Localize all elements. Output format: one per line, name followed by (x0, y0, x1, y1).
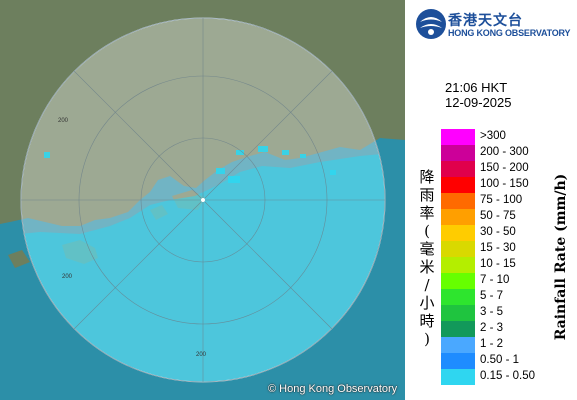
legend-swatch (441, 305, 475, 321)
legend-range-label: 50 - 75 (480, 210, 516, 222)
radar-map-canvas: 200 200 200 (0, 0, 405, 400)
legend-range-label: 150 - 200 (480, 162, 529, 174)
legend-swatch (441, 321, 475, 337)
radial-line (73, 70, 204, 201)
legend-item: 2 - 3 (441, 321, 575, 337)
legend-swatch (441, 161, 475, 177)
legend-item: 100 - 150 (441, 177, 575, 193)
legend-swatch (441, 241, 475, 257)
hko-logo: 香港天文台 HONG KONG OBSERVATORY (415, 8, 575, 42)
legend-title-zh-char: 米 (419, 258, 435, 276)
legend-range-label: 7 - 10 (480, 274, 510, 286)
hko-logo-icon (416, 9, 446, 39)
legend-range-label: 3 - 5 (480, 306, 504, 318)
rain-echo (282, 150, 289, 155)
legend-range-label: 10 - 15 (480, 258, 516, 270)
legend-swatch (441, 209, 475, 225)
legend-title-zh-char: 雨 (419, 186, 435, 204)
legend-item: 200 - 300 (441, 145, 575, 161)
legend-swatch (441, 225, 475, 241)
island (8, 250, 30, 268)
radial-line (202, 70, 333, 201)
legend-title-zh-char: 小 (419, 294, 435, 312)
legend-range-label: 15 - 30 (480, 242, 516, 254)
legend-item: 0.15 - 0.50 (441, 369, 575, 385)
legend-item: 30 - 50 (441, 225, 575, 241)
legend-swatch (441, 177, 475, 193)
legend-swatch (441, 145, 475, 161)
legend-title-en-wrap: Rainfall Rate (mm/h) (550, 168, 572, 346)
radial-line (73, 199, 204, 330)
rain-echo (216, 168, 225, 174)
legend-range-label: 1 - 2 (480, 338, 504, 350)
legend-item: 150 - 200 (441, 161, 575, 177)
side-panel: 香港天文台 HONG KONG OBSERVATORY 21:06 HKT 12… (405, 0, 577, 400)
logo-name-zh: 香港天文台 (448, 13, 523, 29)
legend-item: 5 - 7 (441, 289, 575, 305)
legend-swatch (441, 353, 475, 369)
range-label: 200 (58, 118, 69, 124)
legend-item: 15 - 30 (441, 241, 575, 257)
legend-title-en: Rainfall Rate (mm/h) (553, 173, 569, 341)
legend-swatch (441, 273, 475, 289)
legend-swatch (441, 193, 475, 209)
legend-range-label: 200 - 300 (480, 146, 529, 158)
legend-title-zh-char: ) (424, 330, 430, 348)
legend-item: 0.50 - 1 (441, 353, 575, 369)
land-area (0, 0, 405, 226)
rain-echo (44, 152, 50, 158)
rain-echo (258, 146, 268, 152)
legend-range-label: 30 - 50 (480, 226, 516, 238)
rain-echo-area (21, 152, 385, 382)
legend-range-label: 0.15 - 0.50 (480, 370, 535, 382)
legend-swatch (441, 369, 475, 385)
rain-echo (330, 170, 336, 175)
legend-swatch (441, 337, 475, 353)
logo-name-en: HONG KONG OBSERVATORY (448, 28, 571, 38)
range-label: 200 (196, 352, 207, 358)
legend-swatch (441, 257, 475, 273)
legend-range-label: >300 (480, 130, 506, 142)
legend-item: >300 (441, 129, 575, 145)
legend-item: 75 - 100 (441, 193, 575, 209)
legend-item: 3 - 5 (441, 305, 575, 321)
legend-swatch (441, 129, 475, 145)
legend-range-label: 0.50 - 1 (480, 354, 519, 366)
radar-map: 200 200 200 © Hong Kong Observatory (0, 0, 405, 400)
radar-time: 21:06 HKT (445, 80, 508, 95)
legend-title-zh-char: / (424, 276, 430, 294)
legend-title-zh-char: 時 (419, 312, 435, 330)
legend-title-zh-char: ( (424, 222, 430, 240)
legend-title-zh-char: 降 (419, 168, 435, 186)
map-credit: © Hong Kong Observatory (268, 383, 398, 395)
radial-line (202, 199, 333, 330)
rainfall-legend: >300 200 - 300 150 - 200 100 - 150 75 - 100 5… (441, 129, 575, 385)
range-label: 200 (62, 274, 73, 280)
legend-item: 10 - 15 (441, 257, 575, 273)
legend-range-label: 75 - 100 (480, 194, 523, 206)
radar-date: 12-09-2025 (445, 95, 512, 110)
legend-swatch (441, 289, 475, 305)
rain-echo (228, 176, 240, 183)
legend-title-zh: 降雨率(毫米 / 小時) (417, 168, 437, 348)
legend-item: 1 - 2 (441, 337, 575, 353)
legend-range-label: 100 - 150 (480, 178, 529, 190)
radar-site-marker (201, 198, 205, 202)
legend-item: 50 - 75 (441, 209, 575, 225)
legend-range-label: 5 - 7 (480, 290, 504, 302)
legend-title-zh-char: 毫 (419, 240, 435, 258)
rain-echo (236, 150, 244, 155)
legend-range-label: 2 - 3 (480, 322, 504, 334)
legend-item: 7 - 10 (441, 273, 575, 289)
legend-title-zh-char: 率 (419, 204, 435, 222)
rain-echo (300, 154, 306, 158)
